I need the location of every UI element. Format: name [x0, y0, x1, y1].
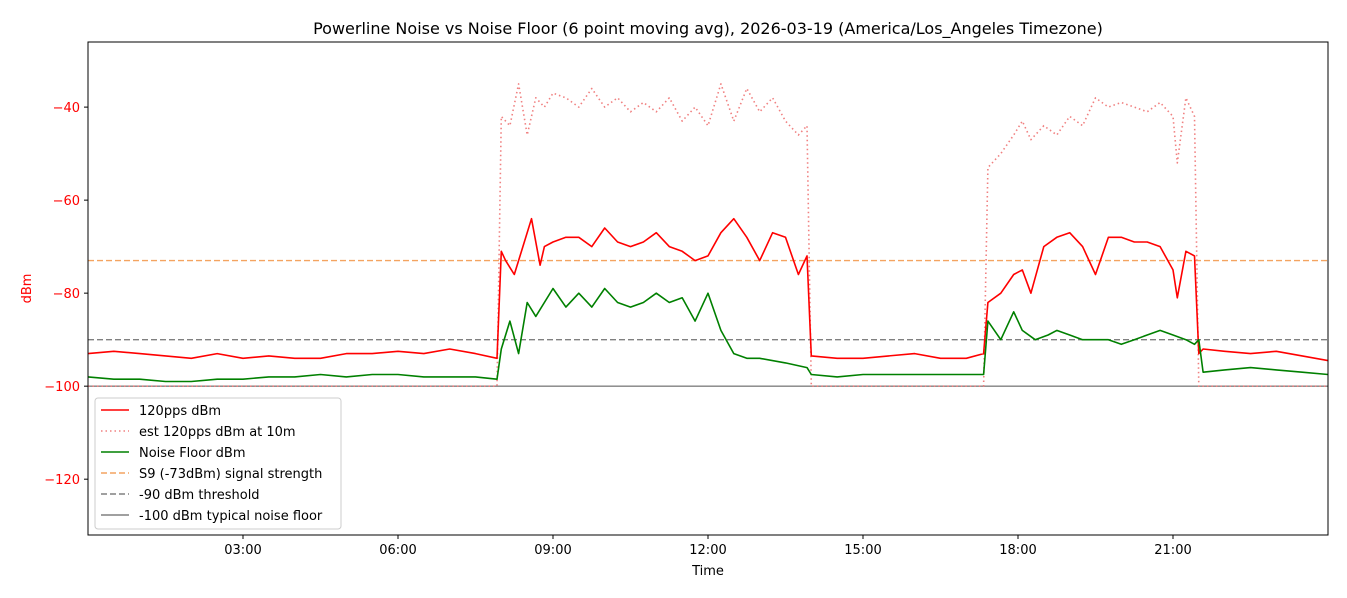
- x-tick-label: 06:00: [379, 543, 416, 558]
- legend-entry: S9 (-73dBm) signal strength: [139, 467, 322, 482]
- chart-title: Powerline Noise vs Noise Floor (6 point …: [313, 19, 1103, 39]
- x-tick-label: 15:00: [844, 543, 881, 558]
- plot-area: [88, 83, 1328, 388]
- legend: 120pps dBm est 120pps dBm at 10m Noise Flo…: [94, 397, 342, 530]
- legend-entry: 120pps dBm: [139, 404, 221, 419]
- x-tick-label: 12:00: [689, 543, 726, 558]
- y-tick-label: −40: [53, 101, 80, 116]
- x-tick-label: 03:00: [224, 543, 261, 558]
- series-line-0: [88, 217, 1328, 362]
- legend-entry: est 120pps dBm at 10m: [139, 425, 296, 440]
- y-axis: −40 −60 −80 −100 −120: [44, 101, 88, 488]
- y-axis-label: dBm: [20, 274, 35, 304]
- x-tick-label: 18:00: [999, 543, 1036, 558]
- x-axis: 03:00 06:00 09:00 12:00 15:00 18:00 21:00: [224, 535, 1192, 558]
- x-axis-label: Time: [691, 564, 724, 579]
- series-line-2: [88, 287, 1328, 383]
- y-tick-label: −120: [44, 473, 80, 488]
- legend-box: [94, 397, 342, 530]
- series-line-1: [88, 83, 1328, 388]
- y-tick-label: −80: [53, 287, 80, 302]
- legend-entry: -100 dBm typical noise floor: [139, 509, 323, 524]
- legend-entry: Noise Floor dBm: [139, 446, 246, 461]
- legend-entry: -90 dBm threshold: [139, 488, 260, 503]
- y-tick-label: −60: [53, 194, 80, 209]
- x-tick-label: 09:00: [534, 543, 571, 558]
- x-tick-label: 21:00: [1154, 543, 1191, 558]
- y-tick-label: −100: [44, 380, 80, 395]
